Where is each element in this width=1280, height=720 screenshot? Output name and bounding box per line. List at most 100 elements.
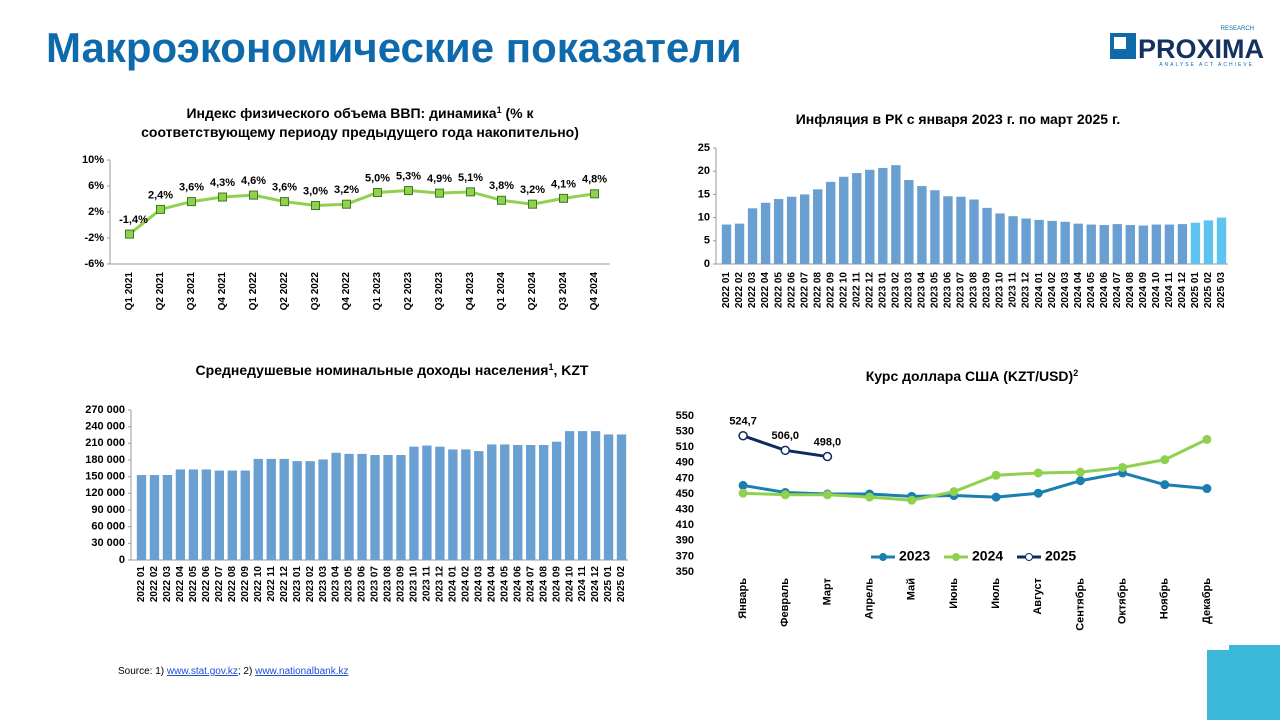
bar [773, 199, 784, 264]
x-tick-label: 2024 12 [590, 566, 601, 603]
x-tick-label: Ноябрь [1159, 578, 1171, 619]
bar [734, 223, 745, 264]
x-tick-label: 2024 11 [1164, 272, 1175, 308]
data-label: 524,7 [729, 416, 757, 428]
x-tick-label: 2022 07 [799, 272, 810, 309]
y-tick-label: 120 000 [85, 487, 125, 499]
marker [590, 189, 599, 199]
x-tick-label: Февраль [779, 578, 791, 627]
bar [318, 459, 328, 560]
bar [982, 207, 992, 264]
marker [280, 197, 289, 207]
logo-tag: RESEARCH [1221, 26, 1254, 32]
bar [162, 475, 173, 560]
x-tick-label: 2022 12 [279, 566, 290, 603]
bar [852, 173, 862, 264]
marker [822, 451, 833, 462]
bar [188, 469, 199, 560]
x-tick-label: Q1 2021 [124, 272, 135, 311]
x-tick-label: 2023 08 [383, 566, 394, 603]
marker [125, 229, 134, 239]
data-label: 498,0 [814, 436, 842, 448]
y-tick-label: 390 [676, 535, 694, 547]
bar [201, 469, 212, 560]
x-tick-label: 2024 10 [564, 566, 575, 603]
y-tick-label: 2% [88, 206, 104, 218]
x-tick-label: 2023 11 [1008, 272, 1019, 308]
bar [1021, 218, 1031, 264]
bar [943, 196, 953, 264]
bar [279, 458, 289, 560]
marker [1202, 434, 1212, 444]
bar [786, 196, 797, 264]
title-text: Курс доллара США (KZT/USD) [866, 368, 1073, 384]
bar [1008, 216, 1018, 264]
x-tick-label: Июль [990, 578, 1002, 609]
y-tick-label: 90 000 [91, 504, 125, 516]
bar [513, 445, 523, 560]
y-tick-label: 430 [676, 504, 694, 516]
marker [1118, 462, 1128, 472]
x-tick-label: 2023 01 [292, 566, 303, 603]
x-tick-label: Q2 2024 [527, 272, 538, 311]
marker [991, 470, 1001, 480]
chart-title: Инфляция в РК с января 2023 г. по март 2… [796, 111, 1121, 127]
x-tick-label: Q1 2022 [248, 272, 259, 311]
x-tick-label: Q3 2021 [186, 272, 197, 311]
x-tick-label: Q2 2021 [155, 272, 166, 311]
title-text: (% к [505, 105, 534, 121]
bar [1216, 217, 1227, 264]
bar [1164, 224, 1175, 264]
title-note: 1 [497, 105, 502, 115]
y-tick-label: 350 [676, 566, 694, 578]
bar [551, 441, 562, 560]
bar [616, 434, 627, 560]
x-tick-label: Март [821, 577, 833, 605]
source-label: Source: 1) [118, 666, 164, 677]
source-link[interactable]: www.nationalbank.kz [254, 666, 348, 677]
x-tick-label: 2025 02 [616, 566, 627, 603]
x-tick-label: 2024 03 [473, 566, 484, 603]
bar [878, 167, 888, 264]
data-label: -1,4% [119, 214, 148, 226]
x-tick-label: Q3 2024 [558, 272, 569, 311]
x-tick-label: 2024 05 [1086, 272, 1097, 309]
bar [747, 208, 758, 264]
x-tick-label: 2024 07 [1112, 272, 1123, 309]
x-tick-label: 2023 01 [877, 272, 888, 309]
source-link[interactable]: www.stat.gov.kz [166, 666, 238, 677]
bar [331, 452, 341, 560]
logo-name: PROXIMA [1138, 34, 1264, 64]
x-tick-label: 2022 11 [266, 566, 277, 602]
marker [404, 186, 413, 196]
x-tick-label: Q4 2022 [341, 272, 352, 311]
bar [1073, 223, 1083, 264]
title-note: 1 [548, 362, 553, 372]
bar [253, 458, 263, 560]
x-tick-label: 2023 02 [890, 272, 901, 309]
marker [738, 488, 748, 498]
bar [917, 186, 927, 264]
y-tick-label: 510 [676, 441, 694, 453]
x-tick-label: 2022 05 [773, 272, 784, 309]
data-label: 3,2% [334, 184, 359, 196]
x-tick-label: Q1 2024 [496, 272, 507, 311]
marker [156, 204, 165, 214]
x-tick-label: 2024 08 [538, 566, 549, 603]
bar [1086, 224, 1096, 264]
legend-label: 2023 [899, 548, 930, 564]
x-tick-label: 2023 10 [995, 272, 1006, 309]
chart-title: Индекс физического объема ВВП: динамика1… [186, 105, 534, 121]
bar [409, 446, 419, 560]
x-tick-label: Q2 2022 [279, 272, 290, 311]
marker [249, 190, 258, 200]
y-tick-label: 0 [119, 554, 125, 566]
data-label: 5,1% [458, 172, 483, 184]
x-tick-label: 2024 06 [1099, 272, 1110, 309]
bar [1177, 224, 1188, 264]
x-tick-label: 2022 06 [201, 566, 212, 603]
x-tick-label: 2024 06 [512, 566, 523, 603]
x-tick-label: 2022 04 [760, 272, 771, 309]
data-label: 3,6% [272, 182, 297, 194]
x-tick-label: 2022 11 [851, 272, 862, 308]
